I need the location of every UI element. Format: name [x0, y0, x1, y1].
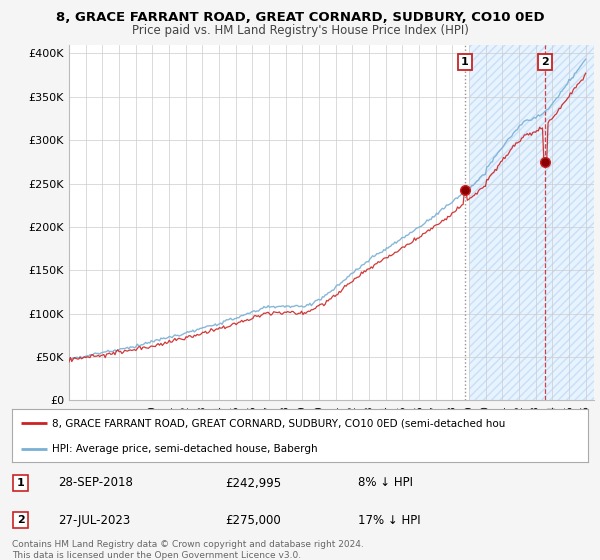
Text: 8% ↓ HPI: 8% ↓ HPI — [358, 477, 413, 489]
Text: £275,000: £275,000 — [225, 514, 281, 526]
Text: HPI: Average price, semi-detached house, Babergh: HPI: Average price, semi-detached house,… — [52, 444, 318, 454]
Text: 27-JUL-2023: 27-JUL-2023 — [58, 514, 130, 526]
Bar — [469, 36, 594, 400]
Text: 2: 2 — [17, 515, 25, 525]
Text: 17% ↓ HPI: 17% ↓ HPI — [358, 514, 420, 526]
Text: 1: 1 — [17, 478, 25, 488]
Text: 8, GRACE FARRANT ROAD, GREAT CORNARD, SUDBURY, CO10 0ED (semi-detached hou: 8, GRACE FARRANT ROAD, GREAT CORNARD, SU… — [52, 418, 506, 428]
Bar — [469, 45, 594, 400]
Text: 2: 2 — [541, 57, 549, 67]
Text: 28-SEP-2018: 28-SEP-2018 — [58, 477, 133, 489]
Text: Contains HM Land Registry data © Crown copyright and database right 2024.
This d: Contains HM Land Registry data © Crown c… — [12, 540, 364, 560]
Text: 1: 1 — [461, 57, 469, 67]
Text: 8, GRACE FARRANT ROAD, GREAT CORNARD, SUDBURY, CO10 0ED: 8, GRACE FARRANT ROAD, GREAT CORNARD, SU… — [56, 11, 544, 24]
Text: Price paid vs. HM Land Registry's House Price Index (HPI): Price paid vs. HM Land Registry's House … — [131, 24, 469, 36]
Text: £242,995: £242,995 — [225, 477, 281, 489]
